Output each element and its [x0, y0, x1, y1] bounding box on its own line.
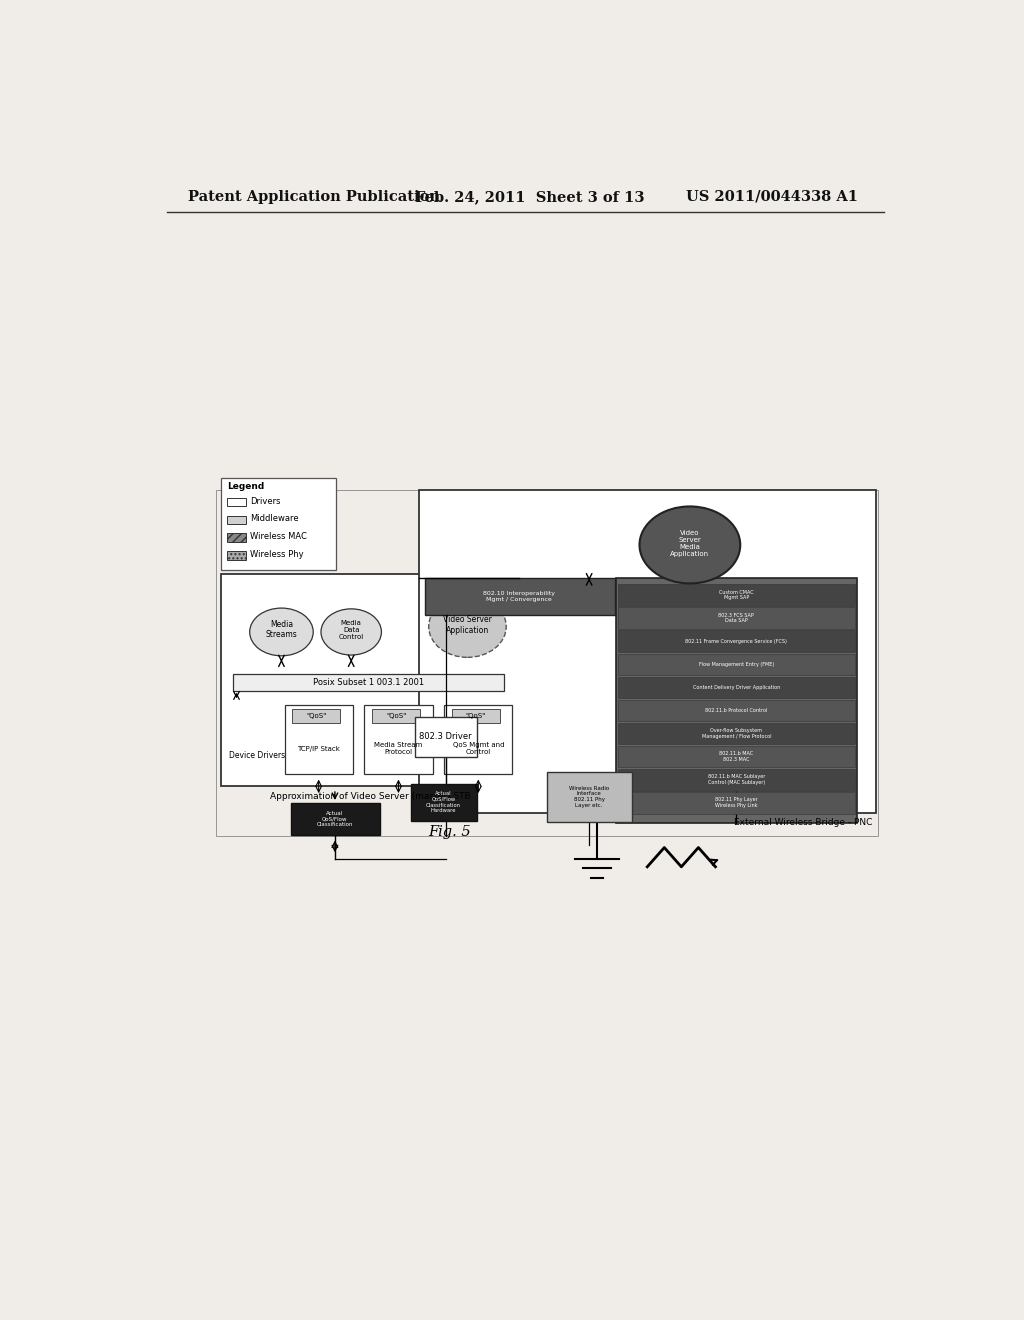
- Ellipse shape: [250, 609, 313, 656]
- FancyBboxPatch shape: [617, 746, 855, 767]
- FancyBboxPatch shape: [415, 717, 477, 756]
- Text: Wireless Radio
Interface
802.11 Phy
Layer etc.: Wireless Radio Interface 802.11 Phy Laye…: [569, 785, 609, 808]
- FancyBboxPatch shape: [419, 490, 876, 813]
- Text: Posix Subset 1 003.1 2001: Posix Subset 1 003.1 2001: [312, 678, 424, 688]
- Text: "QoS": "QoS": [386, 713, 407, 719]
- Text: 802.10 Interoperability
Mgmt / Convergence: 802.10 Interoperability Mgmt / Convergen…: [483, 591, 555, 602]
- FancyBboxPatch shape: [452, 709, 500, 723]
- Text: Video Server
Application: Video Server Application: [443, 615, 492, 635]
- FancyBboxPatch shape: [227, 533, 246, 543]
- FancyBboxPatch shape: [617, 607, 855, 628]
- FancyBboxPatch shape: [285, 705, 352, 775]
- Text: Middleware: Middleware: [251, 515, 299, 523]
- FancyBboxPatch shape: [617, 792, 855, 813]
- Text: 802.11 Frame Convergence Service (FCS): 802.11 Frame Convergence Service (FCS): [685, 639, 787, 644]
- Text: Media
Streams: Media Streams: [265, 620, 297, 639]
- FancyBboxPatch shape: [291, 803, 380, 836]
- FancyBboxPatch shape: [227, 552, 246, 560]
- Text: TCP/IP Stack: TCP/IP Stack: [297, 746, 340, 752]
- Text: 802.3 FCS SAP
Data SAP: 802.3 FCS SAP Data SAP: [719, 612, 755, 623]
- FancyBboxPatch shape: [617, 631, 855, 652]
- Text: Media
Data
Control: Media Data Control: [339, 619, 364, 640]
- FancyBboxPatch shape: [616, 578, 856, 822]
- FancyBboxPatch shape: [365, 705, 432, 775]
- FancyBboxPatch shape: [617, 585, 855, 606]
- Text: Legend: Legend: [227, 482, 264, 491]
- Text: 802.3 Driver: 802.3 Driver: [420, 733, 472, 741]
- Text: "QoS": "QoS": [466, 713, 486, 719]
- FancyBboxPatch shape: [617, 653, 855, 675]
- Text: Device Drivers: Device Drivers: [228, 751, 285, 759]
- FancyBboxPatch shape: [617, 723, 855, 744]
- FancyBboxPatch shape: [444, 705, 512, 775]
- Text: Over-flow Subsystem
Management / Flow Protocol: Over-flow Subsystem Management / Flow Pr…: [701, 729, 771, 739]
- Text: Flow Management Entry (FME): Flow Management Entry (FME): [698, 661, 774, 667]
- FancyBboxPatch shape: [411, 784, 477, 821]
- Ellipse shape: [640, 507, 740, 583]
- Text: External Wireless Bridge - PNC: External Wireless Bridge - PNC: [733, 818, 872, 828]
- FancyBboxPatch shape: [221, 574, 519, 785]
- Text: Actual
QoS/Flow
Classification: Actual QoS/Flow Classification: [316, 810, 353, 828]
- Text: Fig. 5: Fig. 5: [428, 825, 471, 840]
- FancyBboxPatch shape: [617, 700, 855, 721]
- FancyBboxPatch shape: [425, 578, 614, 615]
- FancyBboxPatch shape: [617, 770, 855, 791]
- Text: 802.11.b Protocol Control: 802.11.b Protocol Control: [706, 708, 768, 713]
- Text: US 2011/0044338 A1: US 2011/0044338 A1: [686, 190, 858, 203]
- Text: "QoS": "QoS": [306, 713, 327, 719]
- FancyBboxPatch shape: [221, 478, 336, 570]
- FancyBboxPatch shape: [372, 709, 420, 723]
- Ellipse shape: [321, 609, 381, 655]
- Text: Approximation of Video Server (master) STB: Approximation of Video Server (master) S…: [270, 792, 470, 801]
- FancyBboxPatch shape: [617, 677, 855, 698]
- Text: Video
Server
Media
Application: Video Server Media Application: [671, 529, 710, 557]
- Ellipse shape: [429, 595, 506, 657]
- Text: Content Delivery Driver Application: Content Delivery Driver Application: [693, 685, 780, 690]
- Text: Actual
QoS/Flow
Classification
Hardware: Actual QoS/Flow Classification Hardware: [426, 791, 461, 813]
- Text: 802.11.b MAC Sublayer
Control (MAC Sublayer): 802.11.b MAC Sublayer Control (MAC Subla…: [708, 775, 765, 785]
- Text: Custom CMAC
Mgmt SAP: Custom CMAC Mgmt SAP: [719, 590, 754, 601]
- Text: Drivers: Drivers: [251, 496, 281, 506]
- Text: Wireless MAC: Wireless MAC: [251, 532, 307, 541]
- FancyBboxPatch shape: [547, 772, 632, 822]
- Text: 802.11.b MAC
802.3 MAC: 802.11.b MAC 802.3 MAC: [719, 751, 754, 762]
- Text: Feb. 24, 2011  Sheet 3 of 13: Feb. 24, 2011 Sheet 3 of 13: [415, 190, 644, 203]
- FancyBboxPatch shape: [227, 516, 246, 524]
- Text: QoS Mgmt and
Control: QoS Mgmt and Control: [453, 742, 504, 755]
- FancyBboxPatch shape: [292, 709, 340, 723]
- Text: 802.11 Phy Layer
Wireless Phy Link: 802.11 Phy Layer Wireless Phy Link: [715, 797, 758, 808]
- Text: Media Stream
Protocol: Media Stream Protocol: [375, 742, 423, 755]
- FancyBboxPatch shape: [227, 498, 246, 507]
- Text: Wireless Phy: Wireless Phy: [251, 549, 304, 558]
- Text: Patent Application Publication: Patent Application Publication: [188, 190, 440, 203]
- FancyBboxPatch shape: [232, 675, 504, 692]
